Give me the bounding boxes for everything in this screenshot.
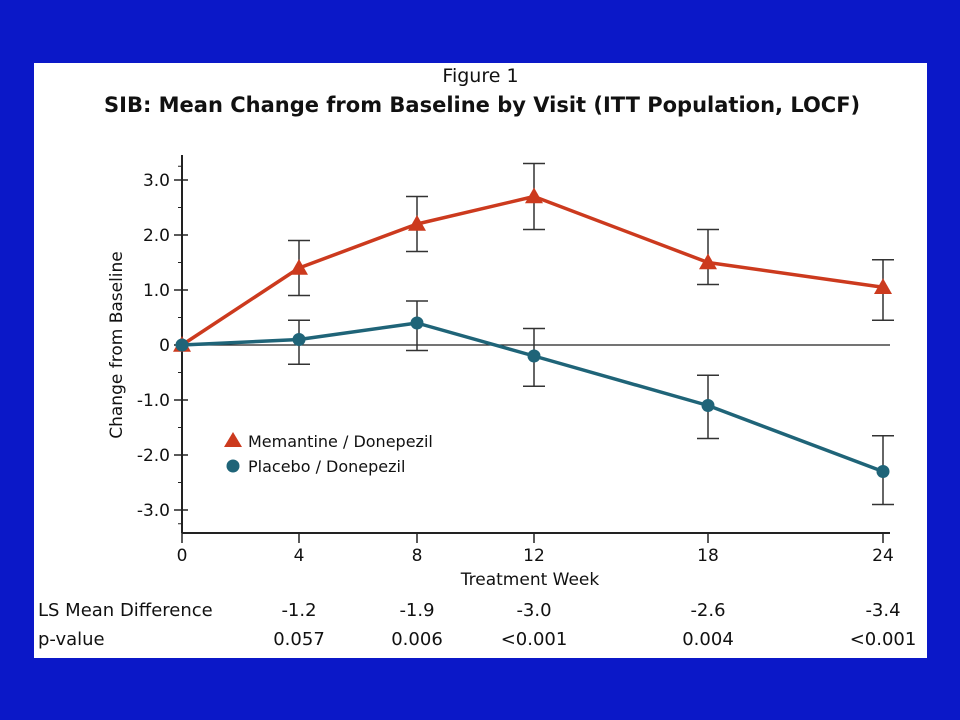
p-value-row: p-value 0.057 0.006 <0.001 0.004 <0.001 bbox=[34, 629, 927, 653]
row-label: p-value bbox=[38, 629, 105, 650]
data-point-circle bbox=[876, 465, 890, 478]
x-axis-label: Treatment Week bbox=[460, 570, 600, 590]
figure-panel: Figure 1 SIB: Mean Change from Baseline … bbox=[34, 63, 927, 658]
table-cell: -1.2 bbox=[281, 600, 317, 621]
table-cell: 0.057 bbox=[273, 629, 325, 650]
data-point-triangle bbox=[290, 259, 308, 275]
legend: Memantine / Donepezil Placebo / Donepezil bbox=[224, 432, 433, 476]
line-chart: 3.0 2.0 1.0 0 -1.0 -2.0 -3.0 0 4 8 12 18 24 Memantin… bbox=[107, 155, 894, 590]
x-tick-label: 0 bbox=[177, 546, 188, 566]
y-tick-label: 1.0 bbox=[143, 281, 170, 301]
y-tick-label: 3.0 bbox=[143, 171, 170, 191]
legend-label: Memantine / Donepezil bbox=[248, 432, 433, 451]
legend-marker-triangle bbox=[224, 432, 242, 447]
y-tick-label: 2.0 bbox=[143, 226, 170, 246]
data-point-circle bbox=[292, 333, 306, 346]
data-point-triangle bbox=[699, 253, 717, 270]
legend-label: Placebo / Donepezil bbox=[248, 457, 405, 476]
data-point-triangle bbox=[525, 187, 543, 204]
x-tick-label: 12 bbox=[523, 546, 545, 566]
y-tick-label: -3.0 bbox=[137, 501, 170, 521]
x-tick-label: 8 bbox=[412, 546, 423, 566]
table-cell: 0.006 bbox=[391, 629, 443, 650]
table-cell: -1.9 bbox=[399, 600, 435, 621]
table-cell: -2.6 bbox=[690, 600, 726, 621]
data-point-triangle bbox=[408, 215, 426, 231]
y-tick-label: 0 bbox=[159, 336, 170, 356]
data-point-circle bbox=[175, 338, 189, 352]
x-tick-label: 18 bbox=[697, 546, 719, 566]
row-label: LS Mean Difference bbox=[38, 600, 213, 621]
y-axis-label: Change from Baseline bbox=[107, 251, 127, 439]
table-cell: 0.004 bbox=[682, 629, 734, 650]
data-point-circle bbox=[701, 399, 715, 412]
data-point-circle bbox=[527, 349, 541, 363]
chart-title: SIB: Mean Change from Baseline by Visit … bbox=[104, 93, 861, 117]
markers bbox=[173, 187, 892, 478]
series-lines bbox=[181, 194, 884, 474]
x-tick-label: 24 bbox=[872, 546, 894, 566]
table-cell: <0.001 bbox=[500, 629, 568, 650]
legend-marker-circle bbox=[226, 459, 240, 473]
table-cell: -3.0 bbox=[516, 600, 552, 621]
table-cell: -3.4 bbox=[865, 600, 901, 621]
ls-mean-difference-row: LS Mean Difference -1.2 -1.9 -3.0 -2.6 -3.4 bbox=[34, 600, 927, 624]
y-tick-label: -2.0 bbox=[137, 446, 170, 466]
series-line bbox=[181, 321, 884, 474]
data-point-triangle bbox=[874, 278, 892, 294]
series-line bbox=[181, 194, 884, 347]
figure-label: Figure 1 bbox=[442, 65, 519, 87]
error-bars bbox=[288, 162, 894, 506]
data-point-circle bbox=[410, 316, 424, 330]
table-cell: <0.001 bbox=[849, 629, 917, 650]
axes: 3.0 2.0 1.0 0 -1.0 -2.0 -3.0 0 4 8 12 18 24 bbox=[137, 155, 894, 566]
x-tick-label: 4 bbox=[294, 546, 305, 566]
y-tick-label: -1.0 bbox=[137, 391, 170, 411]
